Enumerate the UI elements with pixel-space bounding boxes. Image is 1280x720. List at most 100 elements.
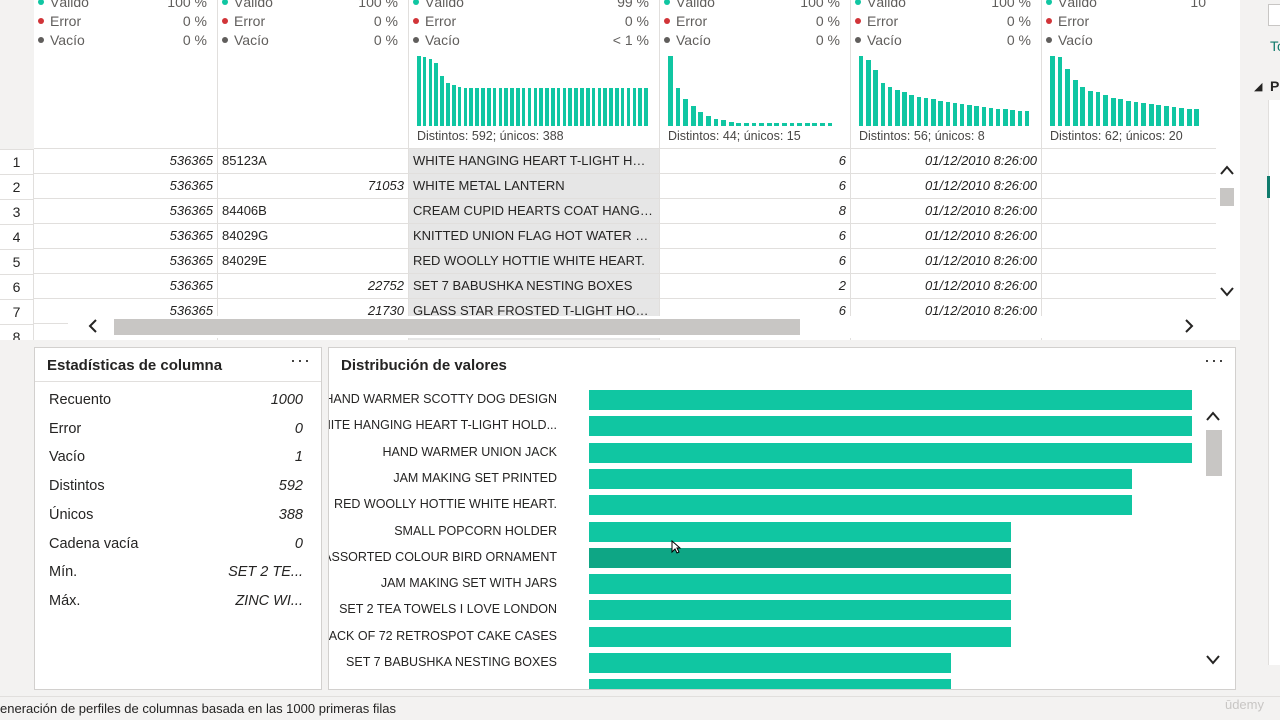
histogram-bar[interactable] (1050, 56, 1055, 126)
table-cell[interactable]: 01/12/2010 8:26:00 (851, 299, 1042, 324)
distribution-bar[interactable] (589, 495, 1132, 516)
histogram-bar[interactable] (498, 87, 503, 126)
table-row[interactable]: 4 536365 84029G KNITTED UNION FLAG HOT WATE… (0, 223, 1216, 249)
scroll-down-icon[interactable] (1220, 284, 1234, 300)
histogram-bar[interactable] (603, 87, 607, 126)
histogram-bar[interactable] (481, 87, 485, 126)
histogram-bar[interactable] (521, 87, 526, 126)
histogram-bar[interactable] (873, 70, 878, 126)
table-cell[interactable]: 536365 (34, 249, 218, 274)
histogram-bar[interactable] (1164, 106, 1169, 126)
histogram-bar[interactable] (486, 87, 491, 126)
table-cell[interactable]: 01/12/2010 8:26:00 (851, 224, 1042, 249)
histogram-bar[interactable] (574, 87, 578, 126)
table-cell[interactable]: 01/12/2010 8:26:00 (851, 199, 1042, 224)
histogram-bar[interactable] (1110, 98, 1116, 126)
table-cell-selected-column[interactable]: WHITE METAL LANTERN (409, 174, 660, 199)
table-cell[interactable]: 6 (660, 224, 851, 249)
table-cell[interactable]: 536365 (34, 224, 218, 249)
histogram-bar[interactable] (1179, 107, 1184, 126)
histogram-bar[interactable] (967, 105, 972, 126)
table-cell-selected-column[interactable]: CREAM CUPID HEARTS COAT HANGER (409, 199, 660, 224)
histogram-bar[interactable] (545, 87, 549, 126)
histogram-bar[interactable] (751, 122, 757, 126)
histogram-bar[interactable] (615, 87, 619, 126)
table-cell[interactable] (1042, 199, 1214, 224)
histogram-bar[interactable] (1088, 91, 1093, 126)
distribution-bar[interactable] (589, 442, 1192, 463)
table-cell[interactable]: 536365 (34, 149, 218, 174)
histogram-bar[interactable] (568, 87, 573, 126)
histogram-bar[interactable] (1080, 86, 1086, 126)
scroll-up-icon[interactable] (1220, 162, 1234, 178)
histogram-bar[interactable] (916, 96, 922, 126)
table-cell[interactable]: 2 (660, 274, 851, 299)
histogram-bar[interactable] (698, 112, 704, 126)
distribution-row[interactable] (329, 677, 1209, 689)
scroll-down-icon[interactable] (1206, 652, 1220, 668)
histogram-bar[interactable] (981, 107, 986, 126)
table-cell[interactable] (1042, 249, 1214, 274)
settings-link[interactable]: To (1270, 38, 1280, 54)
histogram-bar[interactable] (626, 87, 631, 126)
search-input[interactable] (1268, 4, 1280, 26)
histogram-bar[interactable] (533, 87, 538, 126)
table-cell[interactable]: 536365 (34, 274, 218, 299)
table-cell-selected-column[interactable]: KNITTED UNION FLAG HOT WATER BOTTLE (409, 224, 660, 249)
histogram-bar[interactable] (766, 122, 772, 126)
histogram-bar[interactable] (644, 87, 648, 126)
distribution-bar[interactable] (589, 416, 1192, 437)
histogram-bar[interactable] (895, 89, 900, 126)
histogram-bar[interactable] (880, 82, 886, 126)
distribution-bar[interactable] (589, 521, 1012, 542)
more-options-icon[interactable]: ··· (290, 350, 311, 370)
column-profile-selected[interactable]: Válido 99 % Error 0 % Vacío < 1 % Distintos: 5… (409, 0, 660, 148)
histogram-bar[interactable] (938, 100, 943, 126)
table-cell[interactable]: 84406B (218, 199, 409, 224)
distribution-row[interactable]: RED WOOLLY HOTTIE WHITE HEART. (329, 493, 1209, 519)
histogram-bar[interactable] (675, 87, 681, 126)
histogram-bar[interactable] (931, 99, 936, 126)
distribution-bar[interactable] (589, 626, 1012, 647)
histogram-bar[interactable] (585, 87, 590, 126)
distribution-row[interactable]: HAND WARMER UNION JACK (329, 441, 1209, 467)
table-row[interactable]: 6 536365 22752 SET 7 BABUSHKA NESTING BOXES… (0, 273, 1216, 299)
histogram-bar[interactable] (959, 103, 965, 126)
table-cell[interactable]: 71053 (218, 174, 409, 199)
collapse-icon[interactable]: ◢ (1254, 81, 1263, 93)
horizontal-scroll-thumb[interactable] (114, 319, 800, 335)
table-cell[interactable]: 6 (660, 299, 851, 324)
table-cell[interactable] (1042, 149, 1214, 174)
histogram-bar[interactable] (597, 87, 602, 126)
column-profile[interactable]: Válido 100 % Error 0 % Vacío 0 % Distintos: 44… (660, 0, 851, 148)
histogram-bar[interactable] (1148, 103, 1154, 126)
more-options-icon[interactable]: ··· (1204, 350, 1225, 370)
distribution-row[interactable]: SET 7 BABUSHKA NESTING BOXES (329, 651, 1209, 677)
histogram-bar[interactable] (620, 87, 625, 126)
histogram-bar[interactable] (1118, 99, 1124, 126)
histogram-bar[interactable] (804, 122, 810, 126)
histogram-bar[interactable] (1010, 109, 1015, 126)
table-cell[interactable]: 21730 (218, 299, 409, 324)
scroll-right-icon[interactable] (1184, 319, 1194, 336)
histogram-bar[interactable] (797, 122, 802, 126)
table-cell[interactable]: 6 (660, 249, 851, 274)
histogram-bar[interactable] (952, 102, 958, 126)
histogram-bar[interactable] (1156, 105, 1162, 126)
histogram-bar[interactable] (1141, 102, 1146, 126)
histogram-bar[interactable] (527, 87, 532, 126)
distribution-scrollbar[interactable] (1204, 404, 1226, 674)
table-cell-selected-column[interactable]: RED WOOLLY HOTTIE WHITE HEART. (409, 249, 660, 274)
histogram-bar[interactable] (638, 87, 642, 126)
histogram-bar[interactable] (1065, 68, 1070, 126)
histogram-bar[interactable] (492, 87, 497, 126)
table-cell[interactable]: 01/12/2010 8:26:00 (851, 174, 1042, 199)
histogram-bar[interactable] (988, 107, 994, 126)
histogram-bar[interactable] (721, 120, 726, 126)
table-cell[interactable]: 01/12/2010 8:26:00 (851, 249, 1042, 274)
table-cell[interactable]: 84029E (218, 249, 409, 274)
histogram-bar[interactable] (728, 121, 734, 126)
histogram-bar[interactable] (475, 87, 479, 126)
histogram-bar[interactable] (1103, 95, 1108, 126)
distribution-row[interactable]: JAM MAKING SET PRINTED (329, 467, 1209, 493)
